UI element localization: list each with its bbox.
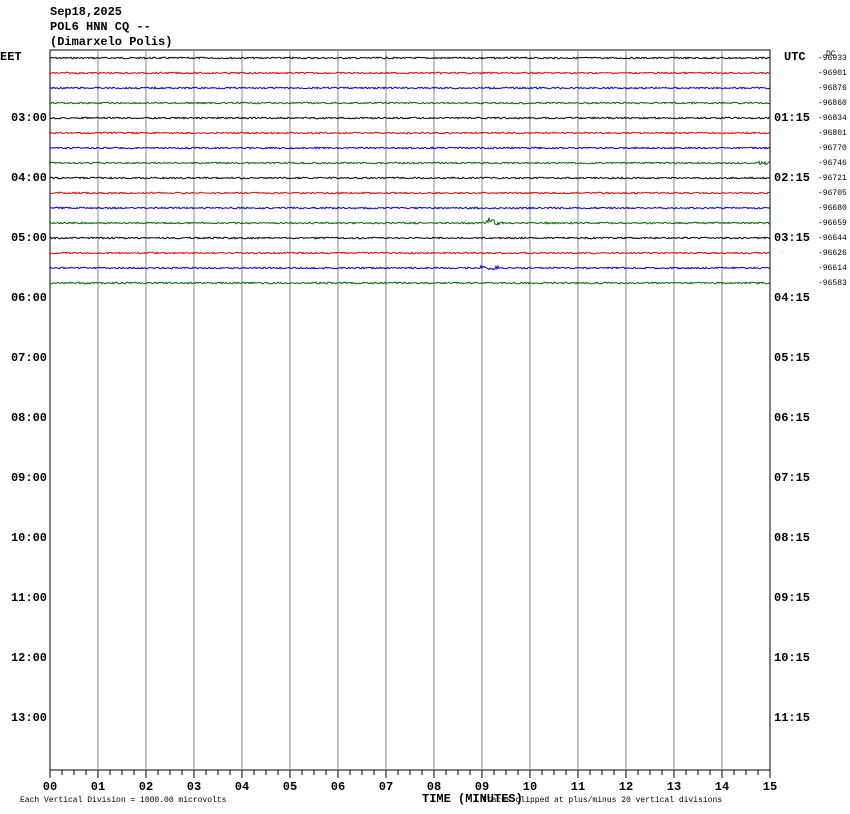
left-time-label: 13:00 <box>11 711 47 725</box>
trace <box>49 160 771 166</box>
x-tick-label: 09 <box>475 780 489 794</box>
x-tick-label: 11 <box>571 780 585 794</box>
right-time-label: 10:15 <box>774 651 810 665</box>
trace-offset: -96860 <box>818 99 847 108</box>
right-time-label: 09:15 <box>774 591 810 605</box>
x-tick-label: 00 <box>43 780 57 794</box>
trace-offset: -96901 <box>818 69 847 78</box>
left-time-label: 11:00 <box>11 591 47 605</box>
right-time-label: 11:15 <box>774 711 810 725</box>
trace-offset: -96626 <box>818 249 847 258</box>
x-tick-label: 04 <box>235 780 249 794</box>
left-time-label: 08:00 <box>11 411 47 425</box>
right-time-label: 06:15 <box>774 411 810 425</box>
left-time-label: 07:00 <box>11 351 47 365</box>
trace <box>49 251 771 255</box>
trace <box>49 86 771 90</box>
left-time-label: 03:00 <box>11 111 47 125</box>
x-tick-label: 02 <box>139 780 153 794</box>
trace-offset: -96583 <box>818 279 847 288</box>
right-time-label: 02:15 <box>774 171 810 185</box>
left-time-label: 05:00 <box>11 231 47 245</box>
scale-note: Each Vertical Division = 1000.00 microvo… <box>20 796 227 805</box>
trace <box>49 131 771 135</box>
trace <box>49 206 771 210</box>
right-time-label: 01:15 <box>774 111 810 125</box>
trace-offset: -96801 <box>818 129 847 138</box>
right-time-label: 04:15 <box>774 291 810 305</box>
right-time-label: 03:15 <box>774 231 810 245</box>
location: (Dimarxelo Polis) <box>50 35 172 49</box>
x-tick-label: 01 <box>91 780 105 794</box>
trace-offset: -96705 <box>818 189 847 198</box>
trace-offset: -96933 <box>818 54 847 63</box>
clipping-note: Traces clipped at plus/minus 20 vertical… <box>482 796 722 805</box>
trace <box>49 191 771 195</box>
plot-frame <box>49 49 771 771</box>
trace <box>49 56 770 60</box>
x-tick-label: 03 <box>187 780 201 794</box>
trace-offset: -96746 <box>818 159 847 168</box>
left-time-label: 10:00 <box>11 531 47 545</box>
left-time-label: 12:00 <box>11 651 47 665</box>
right-time-label: 05:15 <box>774 351 810 365</box>
x-tick-label: 06 <box>331 780 345 794</box>
x-tick-label: 13 <box>667 780 681 794</box>
trace-offset: -96770 <box>818 144 847 153</box>
x-tick-label: 12 <box>619 780 633 794</box>
right-time-label: 08:15 <box>774 531 810 545</box>
x-tick-label: 10 <box>523 780 537 794</box>
trace <box>49 101 771 105</box>
trace-offset: -96614 <box>818 264 847 273</box>
station: POL6 HNN CQ -- <box>50 20 151 34</box>
trace-offset: -96644 <box>818 234 847 243</box>
left-time-label: 04:00 <box>11 171 47 185</box>
dc-label: DC <box>826 50 836 59</box>
trace <box>49 71 771 75</box>
trace <box>49 217 771 226</box>
trace <box>49 146 771 150</box>
x-tick-label: 15 <box>763 780 777 794</box>
left-time-label: 06:00 <box>11 291 47 305</box>
right-axis-title: UTC <box>784 50 806 64</box>
trace-offset: -96721 <box>818 174 847 183</box>
trace-offset: -96834 <box>818 114 847 123</box>
x-tick-label: 07 <box>379 780 393 794</box>
x-tick-label: 08 <box>427 780 441 794</box>
trace <box>49 264 770 271</box>
trace <box>49 176 770 180</box>
right-time-label: 07:15 <box>774 471 810 485</box>
trace-offset: -96659 <box>818 219 847 228</box>
left-axis-title: EET <box>0 50 22 64</box>
trace <box>49 281 771 285</box>
x-axis-title: TIME (MINUTES) <box>422 792 523 806</box>
left-time-label: 09:00 <box>11 471 47 485</box>
date: Sep18,2025 <box>50 5 122 19</box>
trace-offset: -96876 <box>818 84 847 93</box>
trace-offset: -96680 <box>818 204 847 213</box>
x-tick-label: 05 <box>283 780 297 794</box>
trace <box>49 116 771 120</box>
trace <box>49 236 771 240</box>
x-tick-label: 14 <box>715 780 729 794</box>
